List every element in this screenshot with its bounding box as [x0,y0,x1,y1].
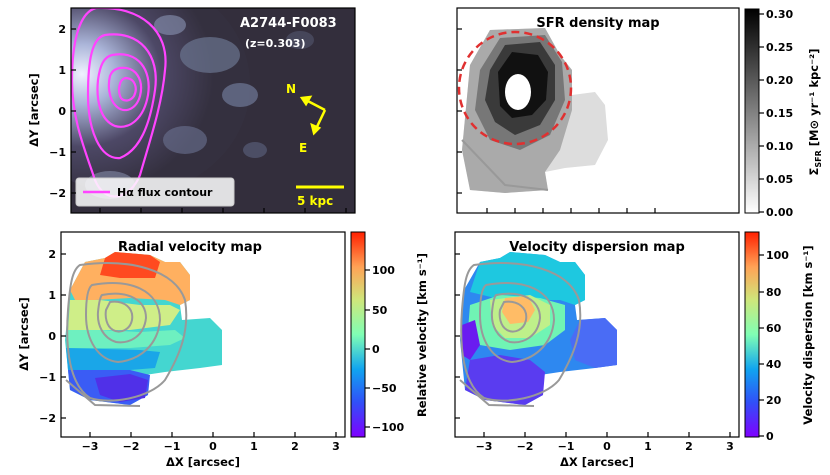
image-ytick-label: −2 [49,187,66,200]
scale-bar-label: 5 kpc [297,194,333,208]
velocity-xlabel: ΔX [arcsec] [166,455,240,469]
velocity-cbar-tick: 100 [372,264,395,277]
velocity-panel: −3 −2 −1 0 1 2 3 2 1 0 −1 −2 ΔX [arcsec]… [17,231,429,469]
dispersion-cbar-tick: 0 [766,430,774,443]
dispersion-xtick-label: −1 [558,440,575,453]
velocity-colorbar [350,231,366,438]
compass-north-label: N [286,82,296,96]
velocity-ytick-label: 1 [48,289,56,302]
sfr-title: SFR density map [536,16,659,31]
dispersion-panel: −3 −2 −1 0 1 2 3 ΔX [arcsec] Velocity di… [454,231,815,469]
velocity-ytick-label: −1 [39,371,56,384]
image-panel: N E 5 kpc Hα flux contour A2744-F0083 (z… [27,7,356,214]
redshift-label: (z=0.303) [245,37,305,50]
sfr-cbar-sub: SFR [814,150,823,167]
sfr-colorbar [744,8,760,214]
dispersion-xtick-label: 3 [726,440,734,453]
sfr-cbar-sigma: Σ [807,167,821,175]
dispersion-xtick-label: 0 [603,440,611,453]
velocity-xtick-label: −3 [82,440,99,453]
sfr-cbar-tick: 0.15 [766,107,793,120]
dispersion-xtick-label: 1 [644,440,652,453]
dispersion-cbar-tick: 20 [766,394,782,407]
sfr-cbar-tick: 0.00 [766,206,793,219]
velocity-xtick-label: 1 [250,440,258,453]
velocity-cbar-tick: 0 [372,343,380,356]
velocity-cbar-tick: −100 [372,421,405,434]
velocity-ylabel: ΔY [arcsec] [17,297,31,370]
velocity-xtick-label: 0 [209,440,217,453]
sfr-cbar-tick: 0.20 [766,74,793,87]
dispersion-cbar-label: Velocity dispersion [km s⁻¹] [801,245,815,424]
velocity-xtick-label: 3 [332,440,340,453]
image-ytick-label: 0 [58,105,66,118]
image-ytick-label: 1 [58,64,66,77]
dispersion-cbar-tick: 40 [766,358,782,371]
velocity-ytick-label: 2 [48,248,56,261]
sfr-map [461,28,608,193]
image-ylabel: ΔY [arcsec] [27,73,41,146]
dispersion-xtick-label: −3 [476,440,493,453]
sfr-cbar-tick: 0.30 [766,8,793,21]
velocity-title: Radial velocity map [118,240,262,255]
target-label: A2744-F0083 [240,16,337,31]
velocity-cbar-tick: −50 [372,382,397,395]
sfr-cbar-unit: [M⊙ yr⁻¹ kpc⁻²] [807,49,821,151]
velocity-ytick-label: 0 [48,330,56,343]
velocity-map [65,252,222,407]
dispersion-xtick-label: 2 [685,440,693,453]
dispersion-xtick-label: −2 [517,440,534,453]
dispersion-xlabel: ΔX [arcsec] [560,455,634,469]
velocity-ytick-label: −2 [39,412,56,425]
dispersion-cbar-tick: 80 [766,286,782,299]
dispersion-cbar-tick: 60 [766,322,782,335]
compass [299,95,327,136]
dispersion-colorbar [744,231,760,438]
image-y-ticks [71,28,76,194]
dispersion-cbar-tick: 100 [766,249,789,262]
legend: Hα flux contour [75,177,235,207]
velocity-xtick-label: −1 [164,440,181,453]
sfr-cbar-tick: 0.25 [766,41,793,54]
legend-label: Hα flux contour [117,186,213,199]
dispersion-map [459,252,617,407]
velocity-xtick-label: −2 [123,440,140,453]
velocity-xtick-label: 2 [291,440,299,453]
velocity-cbar-tick: 50 [372,304,388,317]
sfr-aperture-circle [457,30,573,146]
sfr-cbar-tick: 0.05 [766,173,793,186]
sfr-panel: SFR density map 0.30 0.25 0.20 0.15 0.10… [456,7,823,219]
sfr-cbar-label: ΣSFR [M⊙ yr⁻¹ kpc⁻²] [807,49,823,176]
dispersion-title: Velocity dispersion map [509,240,685,255]
image-ytick-label: 2 [58,23,66,36]
sfr-cbar-tick: 0.10 [766,140,793,153]
compass-east-label: E [299,141,307,155]
velocity-cbar-label: Relative velocity [km s⁻¹] [415,253,429,417]
image-ytick-label: −1 [49,146,66,159]
